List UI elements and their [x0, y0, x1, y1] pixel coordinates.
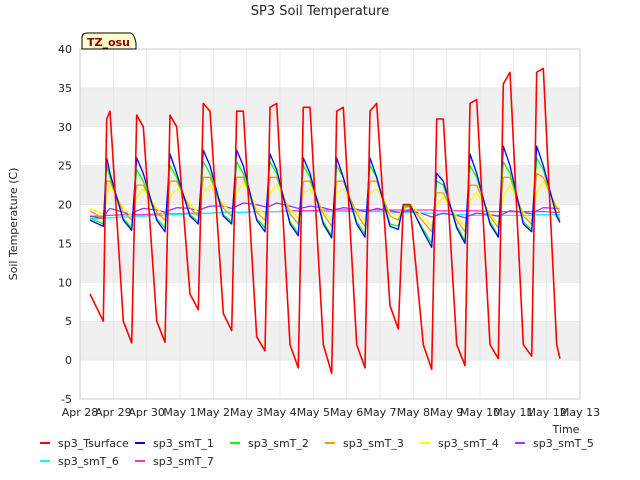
- legend-label: sp3_smT_1: [153, 437, 214, 450]
- tz-badge: TZ_osu: [81, 32, 137, 50]
- x-axis-title: Time: [552, 423, 580, 436]
- x-tick-label: May 12: [527, 406, 567, 419]
- x-tick-label: May 7: [363, 406, 396, 419]
- x-tick-label: May 5: [297, 406, 330, 419]
- legend-label: sp3_smT_4: [438, 437, 499, 450]
- legend-label: sp3_smT_3: [343, 437, 404, 450]
- x-tick-label: Apr 30: [128, 406, 165, 419]
- x-tick-label: May 9: [430, 406, 463, 419]
- y-tick-label: 15: [58, 237, 72, 250]
- tz-badge-label: TZ_osu: [87, 36, 130, 49]
- x-tick-label: May 1: [163, 406, 196, 419]
- x-tick-label: May 4: [263, 406, 296, 419]
- y-tick-label: 20: [58, 199, 72, 212]
- x-tick-label: May 6: [330, 406, 363, 419]
- y-tick-label: 5: [65, 315, 72, 328]
- y-tick-label: 30: [58, 121, 72, 134]
- y-tick-label: 0: [65, 354, 72, 367]
- y-tick-label: -5: [61, 393, 72, 406]
- legend-label: sp3_smT_6: [58, 455, 119, 468]
- x-tick-label: May 11: [493, 406, 533, 419]
- y-tick-label: 10: [58, 276, 72, 289]
- y-axis-title: Soil Temperature (C): [7, 168, 20, 281]
- x-tick-label: May 10: [460, 406, 500, 419]
- x-tick-label: May 13: [560, 406, 600, 419]
- legend: sp3_Tsurface sp3_smT_1 sp3_smT_2 sp3_smT_3 s…: [40, 437, 594, 468]
- series-lines: [89, 67, 561, 375]
- legend-label: sp3_smT_7: [153, 455, 214, 468]
- background-band: [80, 87, 580, 127]
- legend-label: sp3_smT_2: [248, 437, 309, 450]
- plot-frame: [79, 48, 581, 400]
- x-tick-label: May 3: [230, 406, 263, 419]
- x-tick-label: Apr 28: [62, 406, 99, 419]
- y-tick-label: 40: [58, 43, 72, 56]
- background-bands: [80, 87, 580, 361]
- y-tick-labels: -5 0 5 10 15 20 25 30 35 40: [58, 43, 72, 406]
- x-tick-label: Apr 29: [95, 406, 132, 419]
- background-band: [80, 321, 580, 361]
- legend-label: sp3_smT_5: [533, 437, 594, 450]
- x-tick-label: May 2: [197, 406, 230, 419]
- background-band: [80, 243, 580, 283]
- chart-title: SP3 Soil Temperature: [251, 4, 389, 19]
- y-tick-label: 35: [58, 82, 72, 95]
- series-line-sp3-tsurface: [89, 67, 561, 375]
- x-tick-label: May 8: [397, 406, 430, 419]
- y-tick-label: 25: [58, 160, 72, 173]
- legend-label: sp3_Tsurface: [58, 437, 129, 450]
- tz-badge-box: [81, 32, 137, 50]
- background-band: [80, 165, 580, 205]
